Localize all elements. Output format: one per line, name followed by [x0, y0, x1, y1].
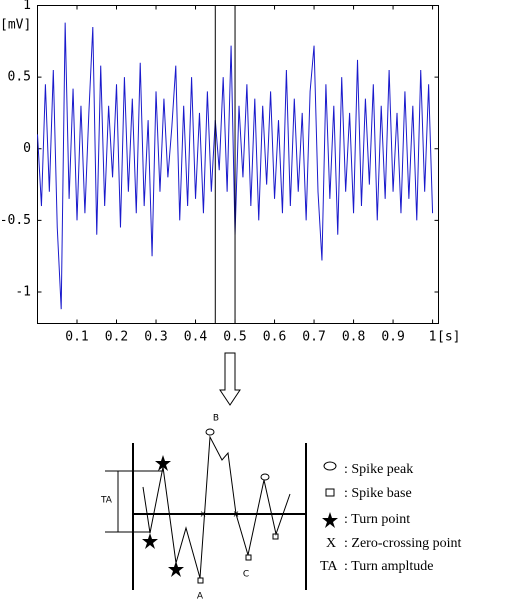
x-tick-label: 0.1: [65, 330, 88, 345]
point-label: A: [197, 592, 204, 602]
x-tick-label: 0.2: [105, 330, 128, 345]
x-tick-label: 1: [429, 330, 437, 345]
point-label: B: [213, 414, 219, 424]
turn-points: [142, 455, 338, 577]
legend-base-icon: [325, 488, 335, 497]
x-axis-label: [s]: [437, 330, 460, 345]
zero-cross: x: [233, 510, 239, 520]
diagram-waveform: [142, 435, 291, 579]
legend-label: : Turn point: [344, 512, 410, 527]
amplitude-label: TA: [100, 496, 113, 506]
y-tick-label: 0.5: [8, 70, 31, 85]
legend-peak-icon: [323, 461, 337, 471]
legend-turn-icon: [322, 512, 338, 528]
y-tick-label: 0: [23, 141, 31, 156]
x-tick-label: 0.6: [263, 330, 286, 345]
legend-label: : Zero-crossing point: [344, 536, 462, 551]
spike-base: [245, 554, 252, 561]
y-tick-label: -1: [15, 284, 31, 299]
x-tick-label: 0.5: [223, 330, 246, 345]
turn-point: [168, 561, 184, 577]
point-label: C: [243, 570, 249, 580]
spike-peak: [260, 473, 270, 481]
legend-label: : Turn ampltude: [344, 559, 433, 574]
legend-symbol: TA: [320, 559, 338, 574]
spike-peak: [205, 428, 215, 436]
turn-point: [142, 533, 158, 549]
spike-base: [272, 533, 279, 540]
y-axis-label: [mV]: [0, 18, 31, 33]
plot-frame: [37, 5, 439, 324]
diagram: [105, 428, 337, 590]
down-arrow: [219, 352, 241, 406]
y-tick-label: 1: [23, 0, 31, 13]
y-tick-label: -0.5: [0, 213, 31, 228]
x-tick-label: 0.7: [302, 330, 325, 345]
zero-cross: x: [200, 510, 206, 520]
x-tick-label: 0.4: [184, 330, 208, 345]
x-tick-label: 0.3: [144, 330, 167, 345]
spike-base: [197, 577, 204, 584]
x-tick-label: 0.9: [381, 330, 404, 345]
legend-label: : Spike peak: [344, 462, 413, 477]
turn-point: [155, 455, 171, 471]
legend-label: : Spike base: [344, 486, 412, 501]
legend-symbol: X: [326, 536, 336, 551]
x-tick-label: 0.8: [342, 330, 365, 345]
